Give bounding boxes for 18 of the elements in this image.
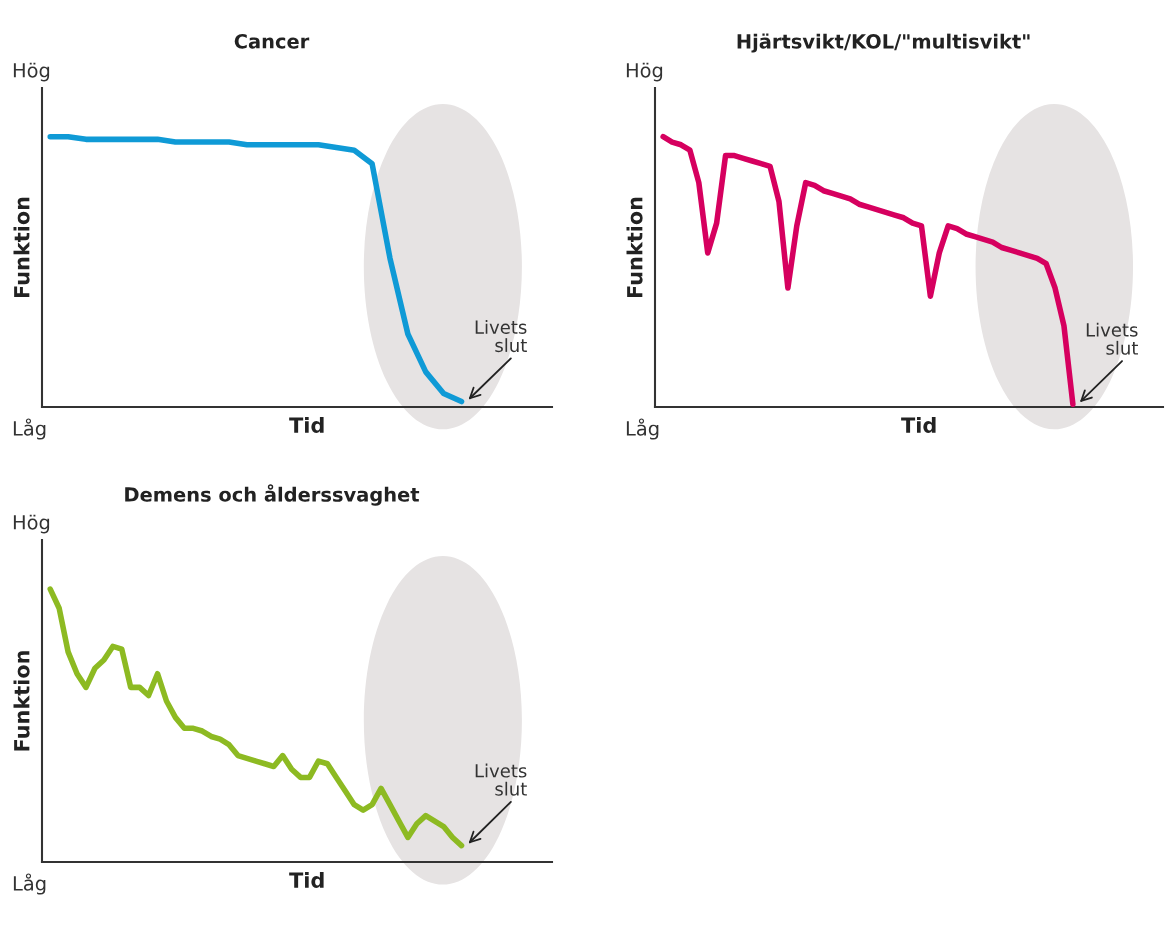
chart-title: Demens och ålderssvaghet [125, 484, 420, 506]
x-axis-title: Tid [289, 416, 324, 434]
text: Livets slut [1086, 322, 1138, 355]
y-axis-title: Funktion [13, 651, 30, 751]
y-axis-title: Funktion [626, 197, 643, 298]
text: Låg [13, 418, 46, 440]
chart-title: Cancer [234, 33, 310, 49]
text: Livets slut [475, 763, 527, 796]
text: Hög [13, 514, 50, 534]
text: Hög [626, 62, 663, 82]
text: Hög [13, 62, 50, 82]
chart-title: Hjärtsvikt/KOL/"multisvikt" [737, 33, 1030, 53]
text: Låg [626, 418, 659, 440]
x-axis-title: Tid [901, 416, 936, 434]
y-axis-title: Funktion [13, 197, 30, 298]
text: Livets slut [475, 320, 527, 353]
text: Låg [13, 873, 46, 895]
x-axis-title: Tid [289, 871, 324, 889]
